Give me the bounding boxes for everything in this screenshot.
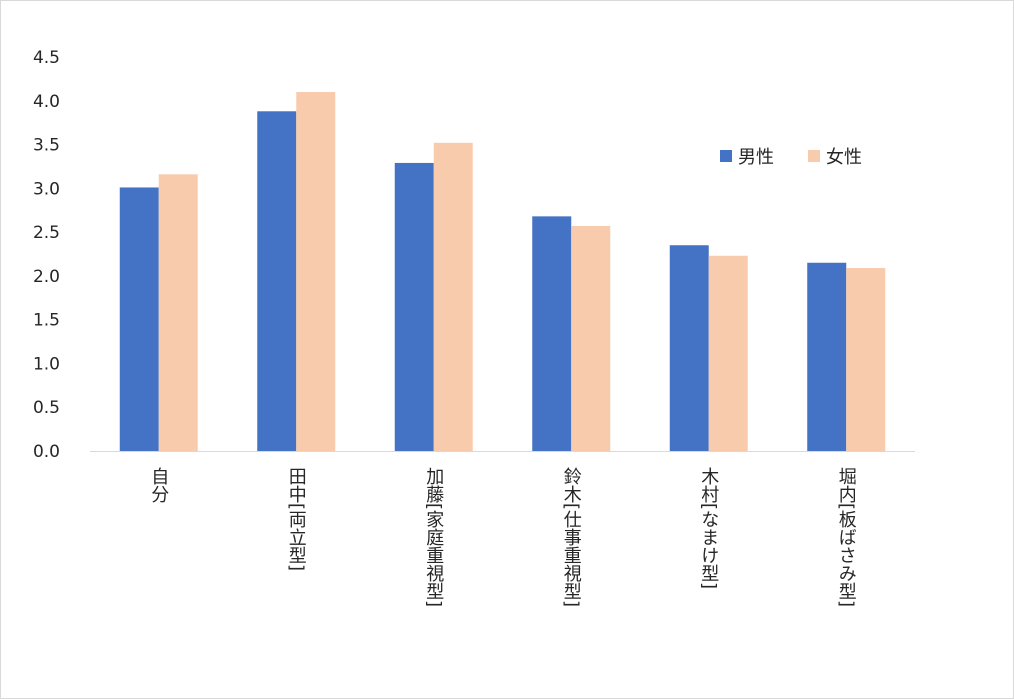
bar-female-3: [571, 225, 611, 451]
category-label: 木村[なまけ型]: [698, 467, 719, 589]
category-label: 堀内[板ばさみ型]: [836, 467, 857, 607]
y-tick-label: 1.5: [33, 311, 60, 331]
bar-female-0: [158, 174, 198, 451]
category-label: 加藤[家庭重視型]: [423, 467, 444, 607]
bar-male-5: [807, 262, 847, 451]
bar-male-4: [669, 245, 709, 451]
legend-swatch: [720, 150, 732, 162]
y-tick-label: 2.5: [33, 223, 60, 243]
legend-swatch: [808, 150, 820, 162]
y-tick-label: 4.0: [33, 92, 60, 112]
y-tick-label: 0.5: [33, 398, 60, 418]
y-tick-label: 0.0: [33, 442, 60, 462]
y-tick-label: 3.0: [33, 179, 60, 199]
category-label: 田中[両立型]: [286, 467, 307, 571]
bar-male-0: [119, 187, 159, 452]
bar-male-3: [532, 216, 572, 451]
bar-female-1: [296, 92, 336, 452]
bar-female-2: [433, 142, 473, 451]
y-tick-label: 1.0: [33, 354, 60, 374]
y-tick-label: 4.5: [33, 48, 60, 68]
legend-label: 女性: [826, 147, 862, 168]
bar-female-5: [846, 268, 886, 451]
y-tick-label: 2.0: [33, 267, 60, 287]
bar-male-1: [257, 111, 297, 451]
legend-label: 男性: [738, 147, 774, 168]
category-label: 自分: [148, 467, 169, 503]
y-tick-label: 3.5: [33, 136, 60, 156]
category-label: 鈴木[仕事重視型]: [561, 467, 582, 607]
bar-male-2: [394, 162, 434, 452]
bar-female-4: [708, 255, 748, 451]
